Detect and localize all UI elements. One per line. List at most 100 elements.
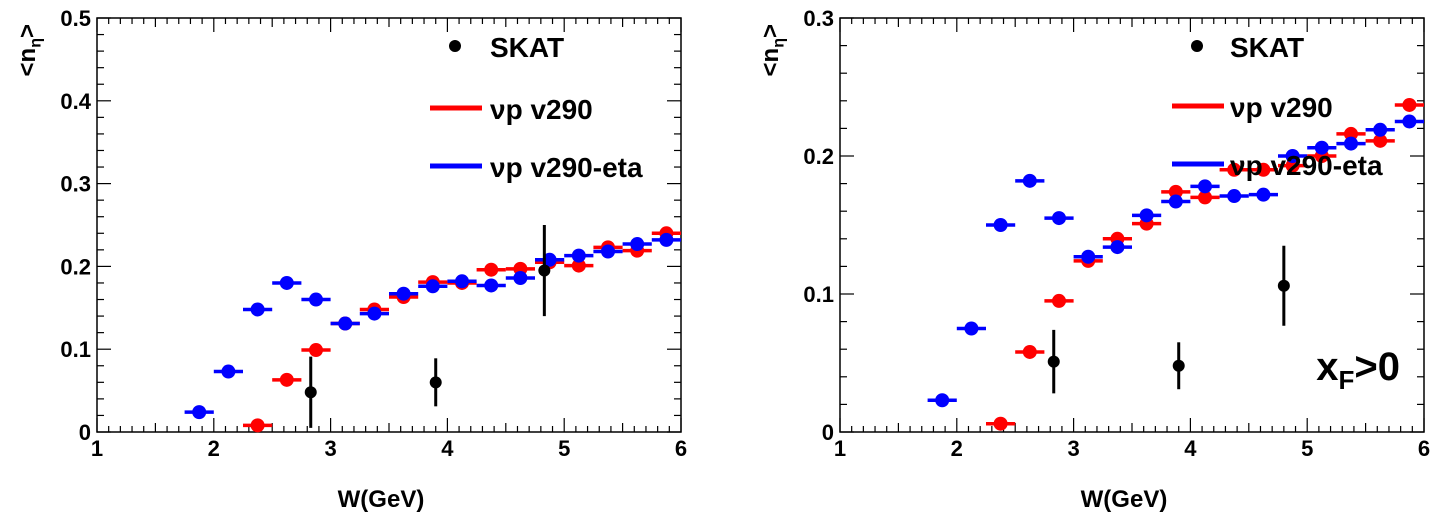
data-point bbox=[1344, 126, 1358, 141]
x-tick-label: 3 bbox=[324, 436, 336, 461]
data-point bbox=[1198, 190, 1212, 205]
legend-label: νp v290 bbox=[1230, 92, 1333, 123]
y-tick-label: 0.2 bbox=[803, 144, 834, 169]
y-tick-label: 0.3 bbox=[803, 6, 834, 31]
data-point bbox=[1344, 136, 1358, 151]
series--p-v290-eta bbox=[927, 114, 1424, 408]
data-point bbox=[1168, 194, 1183, 209]
data-point bbox=[1402, 114, 1417, 129]
legend-label: νp v290-eta bbox=[490, 152, 643, 183]
y-tick-label: 0.5 bbox=[60, 6, 91, 31]
legend-label: SKAT bbox=[1230, 32, 1304, 63]
data-point bbox=[1110, 240, 1125, 255]
data-point bbox=[1256, 187, 1271, 202]
data-point bbox=[1139, 208, 1154, 223]
data-point bbox=[1227, 189, 1242, 204]
y-tick-label: 0.1 bbox=[60, 337, 91, 362]
legend-label: νp v290 bbox=[490, 94, 593, 125]
data-point bbox=[538, 264, 551, 277]
y-tick-label: 0.4 bbox=[60, 89, 91, 114]
series--p-v290 bbox=[243, 226, 681, 433]
x-tick-label: 4 bbox=[1184, 436, 1197, 461]
x-tick-label: 1 bbox=[834, 436, 846, 461]
data-point bbox=[309, 292, 323, 307]
data-point bbox=[1227, 162, 1242, 177]
series-skat bbox=[304, 225, 551, 428]
data-point bbox=[993, 416, 1008, 431]
data-point bbox=[571, 248, 586, 263]
data-point bbox=[279, 275, 294, 290]
x-tick-label: 5 bbox=[1301, 436, 1313, 461]
annotation-xf: xF>0 bbox=[1316, 345, 1400, 395]
data-point bbox=[1052, 293, 1066, 308]
data-point bbox=[455, 274, 469, 289]
data-point bbox=[571, 258, 586, 273]
x-tick-label: 4 bbox=[441, 436, 454, 461]
data-point bbox=[304, 386, 317, 399]
data-point bbox=[542, 252, 557, 267]
data-point bbox=[1198, 179, 1212, 194]
x-tick-label: 3 bbox=[1067, 436, 1079, 461]
data-point bbox=[338, 316, 353, 331]
data-point bbox=[1285, 149, 1300, 163]
chart-panel-2: 1 2 3 4 5 6 0 0.1 0.2 0.3 W(GeV) <nη> SKAT νp v290 νp … bbox=[757, 6, 1430, 513]
y-tick-label: 0 bbox=[822, 420, 834, 445]
data-point bbox=[1277, 279, 1290, 292]
legend-marker-dot bbox=[1191, 40, 1203, 52]
x-axis-label: W(GeV) bbox=[1081, 486, 1168, 513]
data-point bbox=[484, 278, 499, 293]
data-point bbox=[279, 372, 294, 387]
data-point bbox=[1314, 140, 1329, 155]
data-point bbox=[601, 244, 615, 259]
data-point bbox=[1256, 162, 1271, 177]
data-point bbox=[964, 321, 979, 336]
data-point bbox=[1022, 344, 1037, 359]
data-point bbox=[250, 418, 265, 433]
data-point bbox=[396, 286, 411, 301]
y-axis-label: <nη> bbox=[757, 24, 788, 76]
chart-panel-1: 1 2 3 4 5 6 0 0.1 0.2 0.3 0.4 0.5 W(GeV) <nη> SKAT νp v… bbox=[14, 6, 687, 513]
data-point bbox=[1022, 173, 1037, 188]
plot-frame bbox=[96, 17, 682, 433]
data-point bbox=[250, 302, 265, 317]
legend-marker-dot bbox=[449, 40, 461, 52]
data-point bbox=[1047, 355, 1060, 368]
data-point bbox=[630, 237, 645, 252]
data-point bbox=[1373, 122, 1388, 137]
series-skat bbox=[1047, 245, 1290, 394]
y-axis-label: <nη> bbox=[14, 24, 45, 76]
legend-label: SKAT bbox=[490, 32, 564, 63]
data-point bbox=[221, 364, 236, 379]
y-tick-label: 0 bbox=[79, 420, 91, 445]
data-point bbox=[1081, 249, 1096, 264]
data-point bbox=[935, 393, 950, 408]
y-tick-label: 0.1 bbox=[803, 282, 834, 307]
data-point bbox=[484, 262, 499, 277]
data-point bbox=[429, 376, 442, 389]
x-axis-label: W(GeV) bbox=[338, 486, 425, 513]
data-point bbox=[993, 218, 1008, 232]
data-point bbox=[1402, 97, 1417, 112]
y-tick-label: 0.2 bbox=[60, 254, 91, 279]
data-point bbox=[659, 232, 674, 247]
data-point bbox=[1285, 158, 1300, 173]
data-point bbox=[1172, 359, 1185, 372]
data-point bbox=[192, 405, 207, 420]
y-tick-label: 0.3 bbox=[60, 172, 91, 197]
data-point bbox=[1168, 184, 1183, 199]
x-tick-label: 2 bbox=[208, 436, 220, 461]
x-tick-label: 1 bbox=[91, 436, 103, 461]
x-tick-label: 6 bbox=[675, 436, 687, 461]
data-point bbox=[309, 343, 323, 358]
series--p-v290-eta bbox=[184, 232, 681, 420]
data-point bbox=[425, 279, 440, 294]
x-tick-label: 6 bbox=[1418, 436, 1430, 461]
data-point bbox=[367, 306, 382, 321]
legend-label: νp v290-eta bbox=[1230, 150, 1383, 181]
x-tick-label: 5 bbox=[558, 436, 570, 461]
data-point bbox=[1052, 211, 1066, 226]
x-tick-label: 2 bbox=[951, 436, 963, 461]
data-point bbox=[513, 270, 528, 285]
